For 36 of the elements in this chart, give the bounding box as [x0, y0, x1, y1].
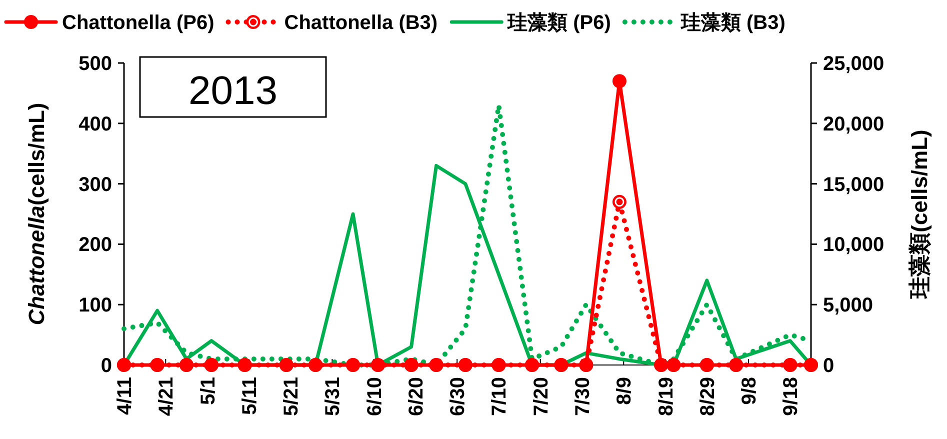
x-tick-label: 6/20 [405, 377, 428, 416]
x-tick-label: 5/31 [322, 377, 344, 416]
legend-label: 珪藻類 (P6) [506, 12, 611, 34]
y2-axis-title: 珪藻類(cells/mL) [907, 130, 932, 300]
x-tick-label: 8/29 [696, 377, 719, 416]
y-tick-label: 400 [78, 113, 112, 136]
y-tick-label: 200 [78, 234, 112, 256]
x-tick-label: 7/30 [572, 377, 594, 416]
x-tick-label: 9/8 [738, 377, 761, 405]
x-tick-label: 8/19 [655, 377, 678, 416]
legend-label: 珪藻類 (B3) [680, 12, 786, 34]
x-tick-label: 8/9 [614, 377, 636, 405]
x-tick-label: 5/11 [238, 377, 261, 415]
x-tick-label: 4/11 [114, 377, 136, 415]
y2-tick-label: 10,000 [823, 234, 884, 256]
annotation: 2013 [188, 69, 278, 113]
x-tick-label: 6/30 [447, 377, 470, 416]
x-tick-label: 7/20 [530, 377, 552, 416]
y2-tick-label: 20,000 [823, 113, 884, 136]
x-tick-label: 6/10 [364, 377, 386, 416]
x-tick-label: 5/21 [280, 377, 303, 416]
y2-tick-label: 25,000 [823, 53, 884, 75]
legend-label: Chattonella (P6) [62, 12, 214, 34]
y2-tick-label: 5,000 [823, 294, 874, 317]
y-tick-label: 300 [78, 174, 112, 196]
x-tick-label: 7/10 [488, 377, 511, 416]
y-axis-title: Chattonella(cells/mL) [24, 102, 49, 326]
y2-tick-label: 15,000 [823, 174, 884, 196]
y-tick-label: 0 [100, 355, 112, 377]
x-tick-label: 9/18 [780, 377, 802, 416]
y-tick-label: 500 [78, 53, 112, 75]
legend-label: Chattonella (B3) [284, 12, 438, 34]
x-tick-label: 5/1 [197, 377, 220, 405]
y2-tick-label: 0 [823, 355, 834, 377]
y-tick-label: 100 [78, 294, 112, 317]
x-tick-label: 4/21 [156, 377, 178, 416]
